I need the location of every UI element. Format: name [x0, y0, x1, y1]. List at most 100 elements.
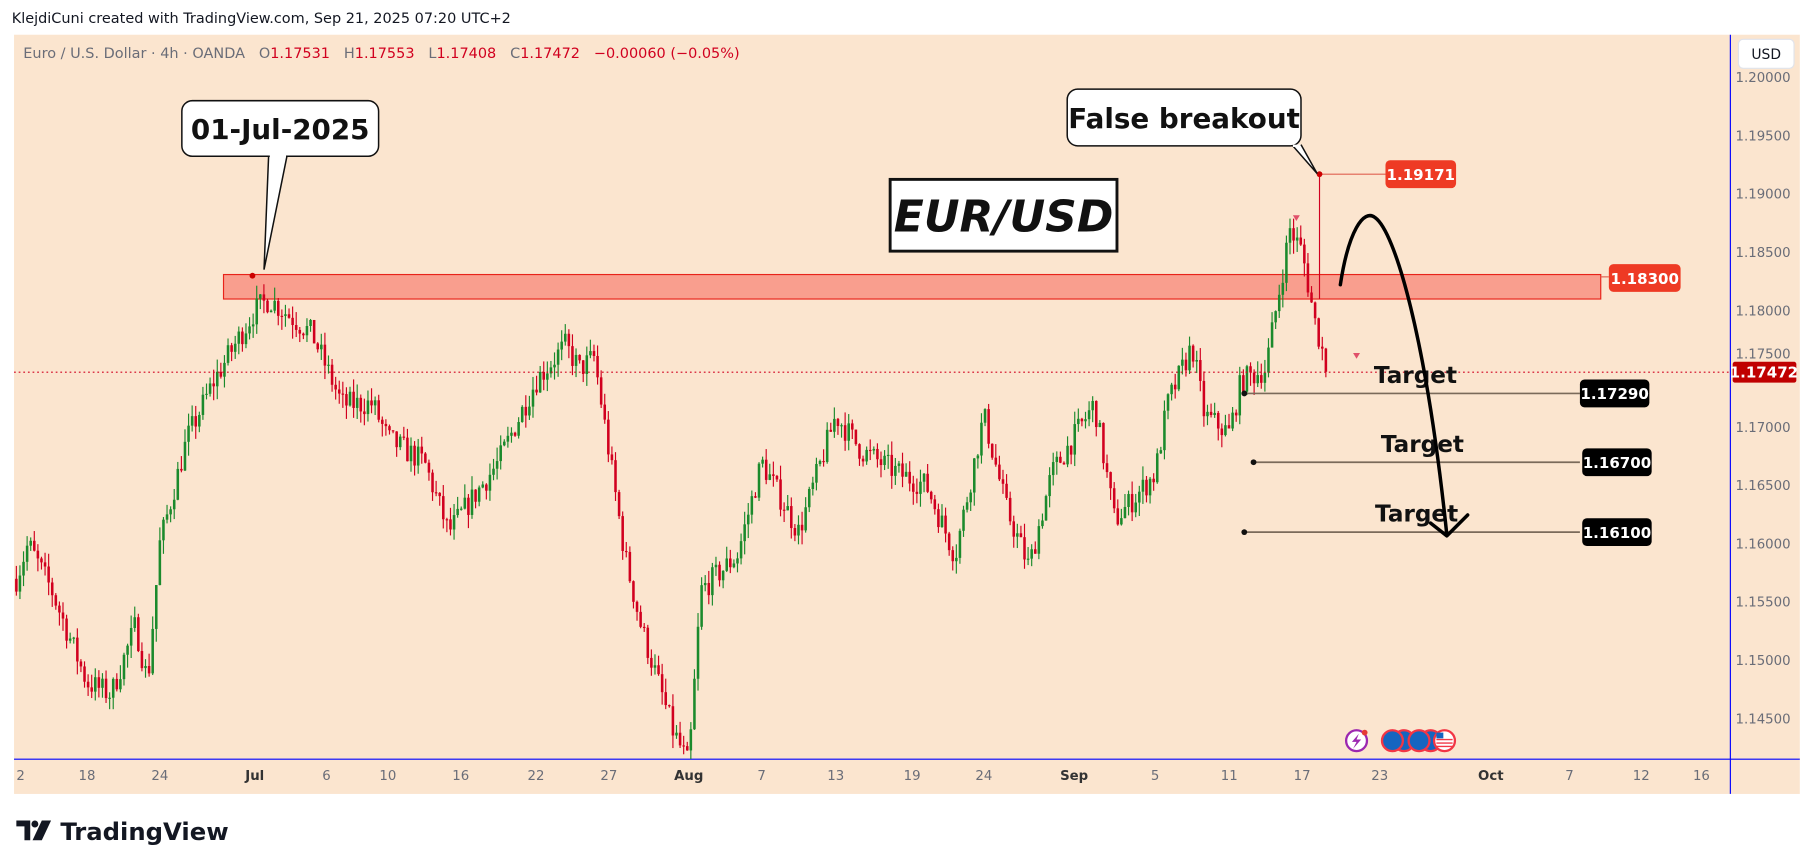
candle-body	[761, 459, 764, 464]
candle-body	[162, 519, 165, 541]
time-tick-label: 16	[452, 769, 469, 784]
price-tick-label: 1.17000	[1736, 421, 1791, 436]
date-callout[interactable]: 01-Jul-2025	[181, 99, 380, 270]
high-price-label[interactable]: 1.19171	[1385, 160, 1457, 189]
candle-down	[1303, 238, 1306, 277]
time-tick-label: Aug	[674, 769, 703, 784]
target-price-label[interactable]: 1.16100	[1582, 518, 1652, 547]
candle-body	[1260, 375, 1263, 383]
candle-body	[764, 459, 768, 480]
target-price-label[interactable]: 1.17290	[1579, 379, 1650, 408]
title-box[interactable]: EUR/USD	[888, 177, 1119, 253]
candle-down	[578, 354, 581, 364]
candle-up	[1263, 359, 1267, 392]
candle-body	[553, 364, 556, 368]
candle-body	[1077, 418, 1080, 425]
title-text: EUR/USD	[894, 191, 1114, 242]
candle-body	[793, 528, 797, 536]
candle-body	[721, 570, 725, 581]
zone-price-label[interactable]: 1.18300	[1608, 264, 1681, 292]
candle-down	[58, 601, 61, 626]
candle-down	[861, 455, 865, 467]
candle-body	[312, 320, 316, 344]
candle-down	[851, 419, 854, 440]
candle-up	[556, 342, 560, 377]
candle-body	[829, 429, 833, 432]
high-dot	[1316, 171, 1323, 178]
eu-flag-icon[interactable]	[1407, 729, 1431, 753]
candle-body	[1044, 496, 1048, 521]
eu-flag-icon[interactable]	[1380, 729, 1404, 753]
candle-down	[323, 332, 327, 380]
currency-button-label: USD	[1751, 47, 1781, 63]
candle-up	[1087, 401, 1091, 427]
candle-body	[381, 419, 384, 424]
candle-down	[115, 673, 119, 692]
candle-body	[962, 509, 965, 531]
tradingview-logo[interactable]: TradingView	[16, 817, 229, 846]
candle-up	[72, 636, 76, 644]
candle-down	[987, 403, 990, 449]
candle-down	[212, 369, 215, 401]
candle-up	[973, 457, 976, 506]
candle-down	[266, 298, 269, 314]
target-price-label[interactable]: 1.16700	[1582, 448, 1652, 477]
candle-up	[1274, 310, 1277, 330]
event-icons[interactable]	[1344, 729, 1457, 753]
candle-body	[607, 419, 610, 455]
candle-body	[431, 472, 434, 493]
candle-down	[829, 422, 833, 432]
false-breakout-callout-tail	[1291, 144, 1318, 175]
candle-up	[872, 446, 876, 455]
candle-body	[1134, 502, 1137, 513]
candle-body	[743, 524, 746, 542]
target-line[interactable]	[1250, 459, 1580, 466]
candle-body	[1238, 375, 1242, 416]
candle-up	[1030, 544, 1033, 567]
low-value: 1.17408	[436, 46, 496, 62]
target-line[interactable]	[1241, 529, 1580, 536]
candle-up	[355, 384, 359, 419]
candle-up	[1159, 446, 1163, 455]
candle-body	[653, 665, 657, 668]
candle-up	[1138, 485, 1141, 517]
candle-down	[50, 577, 54, 607]
candle-body	[1066, 445, 1069, 465]
price-axis[interactable]: 1.20000 1.19500 1.19000 1.18500 1.18000 1.175…	[1736, 71, 1791, 727]
candle-body	[700, 585, 703, 627]
time-tick-label: Jul	[244, 769, 264, 784]
currency-button[interactable]: USD	[1737, 38, 1795, 69]
annotations[interactable]: 1.18300 1.19171 01-Jul-2025 False breakout E…	[181, 88, 1681, 547]
candle-body	[223, 362, 226, 377]
candle-down	[617, 489, 621, 520]
time-tick-label: 27	[600, 769, 617, 784]
candle-body	[581, 360, 585, 374]
candle-body	[355, 397, 359, 408]
candle-body	[424, 453, 427, 463]
candle-down	[395, 431, 398, 457]
candle-up	[1177, 365, 1181, 392]
candle-body	[1199, 360, 1202, 381]
candle-body	[836, 418, 840, 427]
candle-down	[47, 553, 50, 596]
candle-down	[1023, 523, 1026, 569]
candle-up	[807, 486, 811, 513]
false-breakout-callout[interactable]: False breakout	[1066, 88, 1318, 175]
candle-body	[1288, 228, 1292, 243]
candle-down	[542, 361, 546, 391]
candle-body	[790, 506, 793, 529]
resistance-zone[interactable]	[222, 273, 1602, 300]
candle-body	[284, 314, 287, 316]
time-axis[interactable]: 2 18 24 Jul 6 10 16 22 27 Aug 7 13 19 24 Sep 5 11 17 23 Oct…	[16, 769, 1710, 784]
candle-body	[711, 567, 714, 596]
candle-up	[1048, 467, 1051, 508]
candle-body	[442, 496, 445, 520]
candle-down	[1242, 369, 1245, 395]
projection-arrow[interactable]	[1338, 214, 1449, 537]
candle-up	[940, 504, 944, 528]
candle-body	[1224, 425, 1227, 436]
candle-body	[610, 454, 614, 461]
candle-body	[65, 618, 68, 641]
target-line[interactable]	[1241, 390, 1580, 397]
